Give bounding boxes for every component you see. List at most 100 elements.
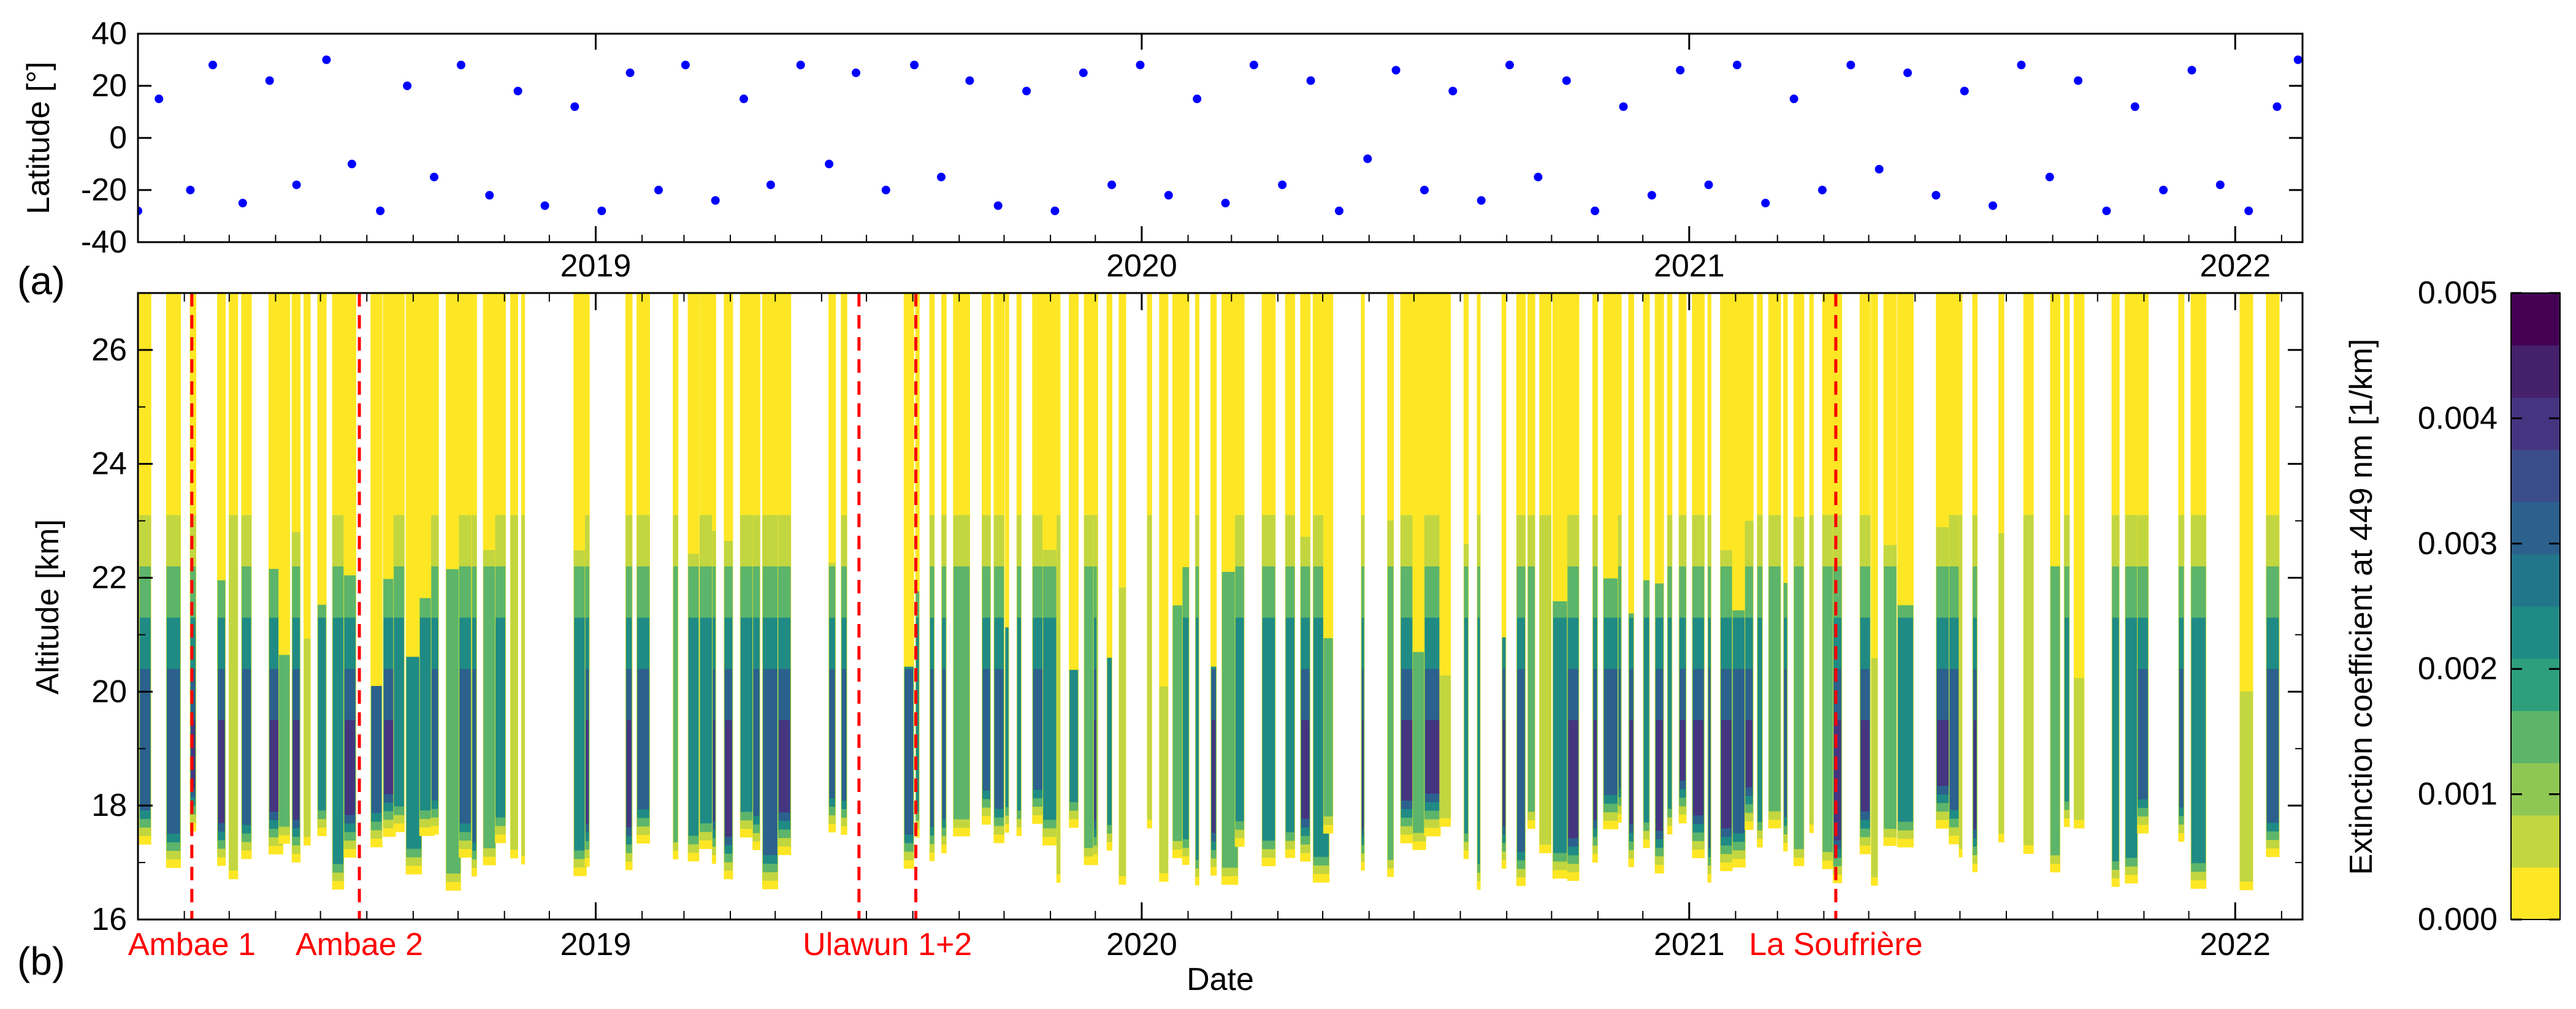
extinction-layer: [318, 617, 326, 811]
y-tick-label: 20: [91, 68, 127, 104]
latitude-point: [1732, 61, 1741, 69]
extinction-layer: [218, 720, 225, 823]
extinction-layer: [1973, 720, 1976, 830]
panel-b-frame: [137, 292, 2304, 921]
extinction-layer: [495, 617, 505, 818]
extinction-layer: [725, 720, 732, 837]
latitude-point: [1022, 86, 1031, 96]
extinction-layer: [1553, 617, 1567, 853]
eruption-lines: [190, 293, 1838, 920]
extinction-layer: [1680, 720, 1686, 781]
latitude-point: [993, 201, 1003, 210]
extinction-layer: [916, 617, 919, 812]
panel-a-label: (a): [17, 259, 65, 303]
latitude-point: [654, 186, 663, 194]
latitude-point: [597, 207, 606, 215]
extinction-layer: [1733, 669, 1745, 834]
extinction-layer: [1235, 617, 1244, 821]
colorbar-swatch: [2511, 710, 2560, 763]
latitude-point: [1477, 196, 1486, 205]
latitude-point: [292, 180, 301, 189]
extinction-layer: [1768, 566, 1781, 812]
panel-b-x-ticks: 2019 2020 2021 2022: [137, 293, 2282, 962]
extinction-layer: [673, 566, 678, 843]
extinction-layer: [432, 669, 438, 801]
latitude-point: [1846, 61, 1856, 69]
latitude-point: [2187, 66, 2196, 75]
extinction-layer: [1949, 669, 1959, 810]
latitude-point: [513, 86, 522, 96]
extinction-layer: [930, 669, 934, 828]
y-tick-label: 24: [91, 446, 127, 482]
y-tick-label: 26: [91, 332, 127, 368]
latitude-point: [1505, 61, 1514, 69]
extinction-layer: [626, 720, 632, 828]
panel-a: -40 -20 0 20 40 2019 2020 2021 2022 Latitude [°…: [17, 16, 2304, 303]
extinction-layer: [1212, 720, 1216, 833]
extinction-layer: [1721, 720, 1732, 829]
eruption-label: La Soufrière: [1749, 927, 1922, 962]
extinction-layer: [406, 657, 421, 849]
latitude-point: [1306, 76, 1315, 85]
extinction-layer: [278, 655, 290, 827]
extinction-column: [1871, 293, 1878, 886]
extinction-layer: [2065, 617, 2070, 802]
y-tick-label: 16: [91, 902, 127, 937]
extinction-layer: [574, 617, 586, 851]
extinction-column: [1628, 293, 1634, 867]
extinction-column: [1106, 293, 1112, 851]
panel-b-label: (b): [17, 939, 65, 983]
colorbar-tick-label: 0.005: [2418, 275, 2498, 311]
colorbar-swatch: [2511, 658, 2560, 711]
extinction-layer: [1527, 566, 1535, 812]
extinction-layer: [2112, 617, 2119, 862]
extinction-layer: [904, 669, 914, 835]
latitude-point: [796, 61, 805, 69]
extinction-column: [1783, 293, 1788, 851]
colorbar-tick-label: 0.002: [2418, 651, 2498, 687]
extinction-layer: [1810, 515, 1814, 824]
latitude-point: [2293, 55, 2303, 64]
latitude-point: [376, 207, 385, 215]
y-tick-label: 20: [91, 674, 127, 709]
extinction-layer: [1667, 617, 1672, 809]
colorbar-swatch: [2511, 345, 2560, 398]
extinction-layer: [167, 669, 180, 834]
latitude-point: [1960, 86, 1969, 96]
extinction-layer: [1618, 669, 1621, 789]
extinction-layer: [1568, 720, 1578, 839]
extinction-layer: [345, 720, 355, 815]
extinction-layer: [1539, 515, 1551, 845]
colorbar-swatch: [2511, 763, 2560, 816]
latitude-point: [2244, 207, 2253, 215]
extinction-layer: [1757, 617, 1762, 822]
extinction-layer: [1593, 720, 1597, 820]
extinction-field: [139, 293, 2280, 891]
extinction-layer: [1323, 638, 1333, 817]
latitude-point: [456, 61, 465, 69]
extinction-layer: [2179, 669, 2184, 808]
extinction-layer: [1477, 617, 1480, 864]
latitude-point: [265, 76, 274, 85]
extinction-layer: [1833, 720, 1841, 840]
latitude-point: [540, 201, 549, 210]
extinction-layer: [1937, 720, 1949, 786]
latitude-point: [1136, 61, 1145, 69]
extinction-layer: [1262, 617, 1275, 841]
latitude-point: [1420, 186, 1429, 194]
extinction-layer: [2239, 691, 2253, 882]
latitude-point: [186, 186, 195, 194]
extinction-layer: [1860, 720, 1870, 812]
latitude-point: [1817, 186, 1827, 194]
latitude-point: [766, 180, 775, 189]
extinction-layer: [521, 515, 525, 856]
extinction-layer: [1118, 587, 1126, 877]
eruption-label: Ambae 2: [296, 927, 423, 962]
extinction-layer: [191, 720, 196, 789]
x-tick-label: 2021: [1654, 927, 1725, 962]
extinction-layer: [1388, 566, 1394, 860]
colorbar: 0.000 0.001 0.002 0.003 0.004 0.005 Extinctio…: [2344, 275, 2561, 937]
latitude-point: [1591, 207, 1600, 215]
extinction-layer: [140, 669, 151, 810]
colorbar-swatch: [2511, 501, 2560, 555]
